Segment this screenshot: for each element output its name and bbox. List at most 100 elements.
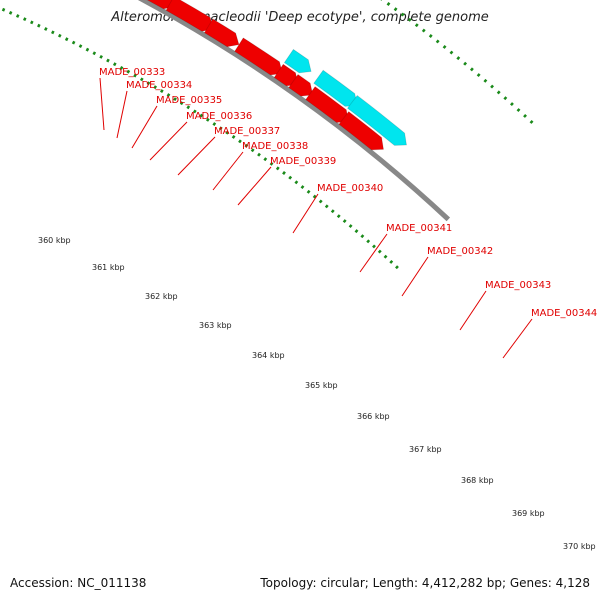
inner-dotted-ring — [238, 139, 242, 144]
scale-label: 366 kbp — [357, 412, 390, 421]
outer-dotted-ring — [463, 61, 468, 66]
scale-label: 360 kbp — [38, 236, 71, 245]
inner-dotted-ring — [336, 214, 341, 219]
inner-dotted-ring — [199, 113, 204, 118]
scale-label: 370 kbp — [563, 542, 596, 551]
gene-label-leader — [292, 193, 319, 234]
inner-dotted-ring — [92, 51, 97, 56]
inner-dotted-ring — [85, 47, 90, 52]
inner-dotted-ring — [15, 14, 20, 18]
inner-dotted-ring — [354, 229, 359, 234]
inner-dotted-ring — [192, 109, 197, 114]
gene-feature-red — [288, 73, 314, 97]
gene-feature-cyan — [283, 48, 312, 74]
outer-dotted-ring — [503, 96, 508, 101]
inner-dotted-ring — [231, 135, 236, 139]
gene-label-leader — [116, 90, 128, 139]
outer-dotted-ring — [421, 28, 426, 33]
inner-dotted-ring — [306, 189, 311, 194]
inner-dotted-ring — [257, 152, 261, 157]
outer-dotted-ring — [400, 12, 405, 17]
inner-dotted-ring — [389, 259, 394, 264]
inner-dotted-ring — [342, 219, 347, 224]
inner-dotted-ring — [106, 58, 110, 63]
outer-dotted-ring — [469, 67, 474, 72]
outer-dotted-ring — [407, 17, 412, 22]
inner-dotted-ring — [312, 194, 317, 199]
inner-dotted-ring — [64, 37, 69, 42]
inner-dotted-ring — [205, 117, 210, 122]
inner-dotted-ring — [166, 93, 171, 98]
outer-dotted-ring — [523, 114, 527, 118]
outer-dotted-ring — [435, 39, 440, 44]
outer-dotted-ring — [529, 120, 534, 124]
gene-label: MADE_00343 — [485, 280, 551, 291]
backbone-arc — [137, 0, 451, 222]
accession-label: Accession: NC_011138 — [10, 576, 147, 590]
gene-label: MADE_00337 — [214, 126, 280, 137]
inner-dotted-ring — [225, 130, 230, 135]
outer-dotted-ring — [386, 2, 391, 6]
inner-dotted-ring — [383, 254, 388, 259]
gene-label: MADE_00341 — [386, 223, 452, 234]
inner-dotted-ring — [119, 66, 124, 70]
outer-dotted-ring — [442, 45, 447, 49]
inner-dotted-ring — [44, 27, 48, 31]
inner-dotted-ring — [282, 171, 286, 175]
inner-dotted-ring — [263, 157, 268, 162]
inner-dotted-ring — [372, 244, 376, 249]
gene-label-leader — [212, 151, 244, 191]
outer-dotted-ring — [428, 34, 433, 38]
topology-label: Topology: circular; Length: 4,412,282 bp… — [260, 576, 590, 590]
outer-dotted-ring — [483, 78, 488, 83]
inner-dotted-ring — [395, 265, 399, 270]
inner-dotted-ring — [218, 126, 223, 131]
inner-dotted-ring — [51, 30, 55, 35]
inner-dotted-ring — [324, 204, 329, 209]
gene-label: MADE_00340 — [317, 183, 383, 194]
inner-dotted-ring — [57, 33, 62, 38]
gene-label-leader — [401, 256, 429, 297]
gene-feature-red — [338, 111, 384, 151]
outer-dotted-ring — [476, 73, 481, 78]
inner-dotted-ring — [275, 166, 280, 171]
outer-dotted-ring — [449, 50, 454, 55]
inner-dotted-ring — [8, 10, 13, 15]
gene-label-leader — [502, 318, 533, 359]
inner-dotted-ring — [288, 175, 293, 180]
inner-dotted-ring — [330, 209, 335, 214]
gene-label-leader — [149, 121, 188, 161]
outer-dotted-ring — [510, 102, 514, 107]
scale-label: 364 kbp — [252, 351, 285, 360]
inner-dotted-ring — [360, 234, 365, 239]
outer-dotted-ring — [490, 84, 494, 89]
gene-label-leader — [237, 166, 272, 206]
inner-dotted-ring — [186, 105, 191, 110]
inner-dotted-ring — [212, 122, 217, 126]
inner-dotted-ring — [30, 20, 34, 25]
gene-feature-cyan — [346, 94, 407, 146]
inner-dotted-ring — [23, 17, 27, 22]
inner-dotted-ring — [269, 161, 274, 166]
outer-dotted-ring — [496, 90, 501, 95]
scale-label: 368 kbp — [461, 476, 494, 485]
scale-label: 367 kbp — [409, 445, 442, 454]
outer-dotted-ring — [516, 108, 521, 112]
inner-dotted-ring — [153, 85, 158, 90]
gene-label-leader — [99, 77, 105, 131]
scale-label: 369 kbp — [512, 509, 545, 518]
gene-label: MADE_00334 — [126, 80, 192, 91]
scale-label: 361 kbp — [92, 263, 125, 272]
scale-label: 362 kbp — [145, 292, 178, 301]
inner-dotted-ring — [99, 54, 103, 59]
gene-label: MADE_00333 — [99, 67, 165, 78]
inner-dotted-ring — [139, 77, 144, 82]
inner-dotted-ring — [173, 97, 177, 102]
scale-label: 365 kbp — [305, 381, 338, 390]
inner-dotted-ring — [250, 148, 255, 153]
inner-dotted-ring — [318, 199, 323, 204]
inner-dotted-ring — [1, 7, 6, 12]
inner-dotted-ring — [377, 249, 382, 254]
gene-label: MADE_00335 — [156, 95, 222, 106]
